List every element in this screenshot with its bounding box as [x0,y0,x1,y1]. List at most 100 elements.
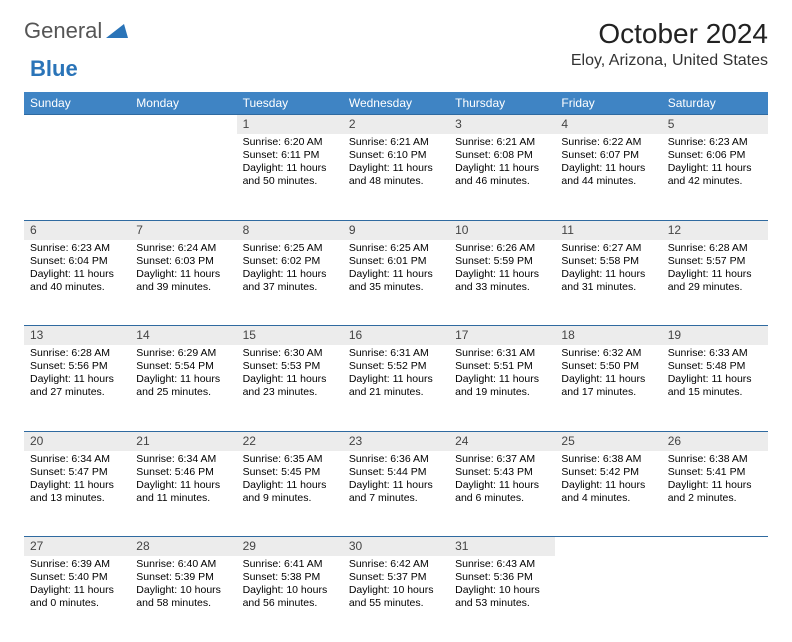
day-cell: Sunrise: 6:28 AMSunset: 5:56 PMDaylight:… [24,345,130,431]
sunrise-text: Sunrise: 6:38 AM [668,453,762,466]
day-number: 2 [343,115,449,134]
daylight-text: and 21 minutes. [349,386,443,399]
day-cell [555,556,661,642]
sunset-text: Sunset: 5:51 PM [455,360,549,373]
sunset-text: Sunset: 5:56 PM [30,360,124,373]
day-number: 15 [237,326,343,345]
day-number: 16 [343,326,449,345]
sunset-text: Sunset: 5:38 PM [243,571,337,584]
day-cell: Sunrise: 6:28 AMSunset: 5:57 PMDaylight:… [662,240,768,326]
sunset-text: Sunset: 6:02 PM [243,255,337,268]
day-header: Tuesday [237,92,343,115]
day-number: 22 [237,432,343,451]
day-number: 20 [24,432,130,451]
daylight-text: Daylight: 11 hours [243,268,337,281]
day-number: 27 [24,537,130,556]
day-cell: Sunrise: 6:31 AMSunset: 5:52 PMDaylight:… [343,345,449,431]
sunset-text: Sunset: 5:59 PM [455,255,549,268]
sunrise-text: Sunrise: 6:24 AM [136,242,230,255]
sunrise-text: Sunrise: 6:28 AM [30,347,124,360]
day-number [24,115,130,119]
daylight-text: and 11 minutes. [136,492,230,505]
day-number: 11 [555,221,661,240]
sunset-text: Sunset: 5:50 PM [561,360,655,373]
day-cell: Sunrise: 6:20 AMSunset: 6:11 PMDaylight:… [237,134,343,220]
day-header: Wednesday [343,92,449,115]
sunrise-text: Sunrise: 6:22 AM [561,136,655,149]
sunset-text: Sunset: 6:01 PM [349,255,443,268]
day-number: 4 [555,115,661,134]
day-cell: Sunrise: 6:43 AMSunset: 5:36 PMDaylight:… [449,556,555,642]
sunrise-text: Sunrise: 6:21 AM [455,136,549,149]
sunrise-text: Sunrise: 6:35 AM [243,453,337,466]
daylight-text: Daylight: 11 hours [668,162,762,175]
logo: General [24,18,130,44]
daylight-text: Daylight: 11 hours [455,268,549,281]
daylight-text: Daylight: 11 hours [561,268,655,281]
daylight-text: Daylight: 11 hours [668,268,762,281]
day-number: 9 [343,221,449,240]
day-cell [130,134,236,220]
daylight-text: and 15 minutes. [668,386,762,399]
day-number: 3 [449,115,555,134]
daylight-text: and 40 minutes. [30,281,124,294]
day-cell [662,556,768,642]
day-cell: Sunrise: 6:38 AMSunset: 5:41 PMDaylight:… [662,451,768,537]
daylight-text: Daylight: 11 hours [561,162,655,175]
day-cell: Sunrise: 6:37 AMSunset: 5:43 PMDaylight:… [449,451,555,537]
logo-triangle-icon [106,18,128,44]
daylight-text: Daylight: 11 hours [243,162,337,175]
daylight-text: Daylight: 11 hours [349,268,443,281]
day-cell: Sunrise: 6:24 AMSunset: 6:03 PMDaylight:… [130,240,236,326]
location: Eloy, Arizona, United States [571,52,768,70]
day-number: 14 [130,326,236,345]
calendar-table: SundayMondayTuesdayWednesdayThursdayFrid… [24,92,768,642]
daylight-text: and 17 minutes. [561,386,655,399]
sunset-text: Sunset: 5:37 PM [349,571,443,584]
day-cell: Sunrise: 6:23 AMSunset: 6:06 PMDaylight:… [662,134,768,220]
daylight-text: Daylight: 11 hours [30,584,124,597]
daylight-text: Daylight: 10 hours [349,584,443,597]
day-cell: Sunrise: 6:38 AMSunset: 5:42 PMDaylight:… [555,451,661,537]
sunset-text: Sunset: 5:57 PM [668,255,762,268]
sunset-text: Sunset: 6:11 PM [243,149,337,162]
calendar-header-row: SundayMondayTuesdayWednesdayThursdayFrid… [24,92,768,115]
sunset-text: Sunset: 6:08 PM [455,149,549,162]
title-block: October 2024 Eloy, Arizona, United State… [571,18,768,70]
logo-text-1: General [24,18,102,44]
day-number: 30 [343,537,449,556]
daylight-text: and 42 minutes. [668,175,762,188]
daylight-text: Daylight: 11 hours [243,479,337,492]
sunrise-text: Sunrise: 6:27 AM [561,242,655,255]
daylight-text: Daylight: 11 hours [243,373,337,386]
day-number [130,115,236,119]
sunrise-text: Sunrise: 6:34 AM [136,453,230,466]
sunrise-text: Sunrise: 6:42 AM [349,558,443,571]
daylight-text: Daylight: 11 hours [349,162,443,175]
sunset-text: Sunset: 5:46 PM [136,466,230,479]
day-header: Saturday [662,92,768,115]
day-number: 21 [130,432,236,451]
sunrise-text: Sunrise: 6:23 AM [668,136,762,149]
sunset-text: Sunset: 5:43 PM [455,466,549,479]
day-cell: Sunrise: 6:33 AMSunset: 5:48 PMDaylight:… [662,345,768,431]
day-number: 23 [343,432,449,451]
day-cell: Sunrise: 6:34 AMSunset: 5:46 PMDaylight:… [130,451,236,537]
day-number: 10 [449,221,555,240]
day-number [555,537,661,541]
day-number: 7 [130,221,236,240]
daylight-text: Daylight: 11 hours [349,479,443,492]
daylight-text: Daylight: 11 hours [668,373,762,386]
daylight-text: and 13 minutes. [30,492,124,505]
sunrise-text: Sunrise: 6:34 AM [30,453,124,466]
sunrise-text: Sunrise: 6:33 AM [668,347,762,360]
sunrise-text: Sunrise: 6:36 AM [349,453,443,466]
sunrise-text: Sunrise: 6:20 AM [243,136,337,149]
day-cell: Sunrise: 6:40 AMSunset: 5:39 PMDaylight:… [130,556,236,642]
month-title: October 2024 [571,18,768,50]
sunrise-text: Sunrise: 6:21 AM [349,136,443,149]
day-cell: Sunrise: 6:34 AMSunset: 5:47 PMDaylight:… [24,451,130,537]
day-header: Sunday [24,92,130,115]
daylight-text: and 50 minutes. [243,175,337,188]
daylight-text: Daylight: 11 hours [30,373,124,386]
